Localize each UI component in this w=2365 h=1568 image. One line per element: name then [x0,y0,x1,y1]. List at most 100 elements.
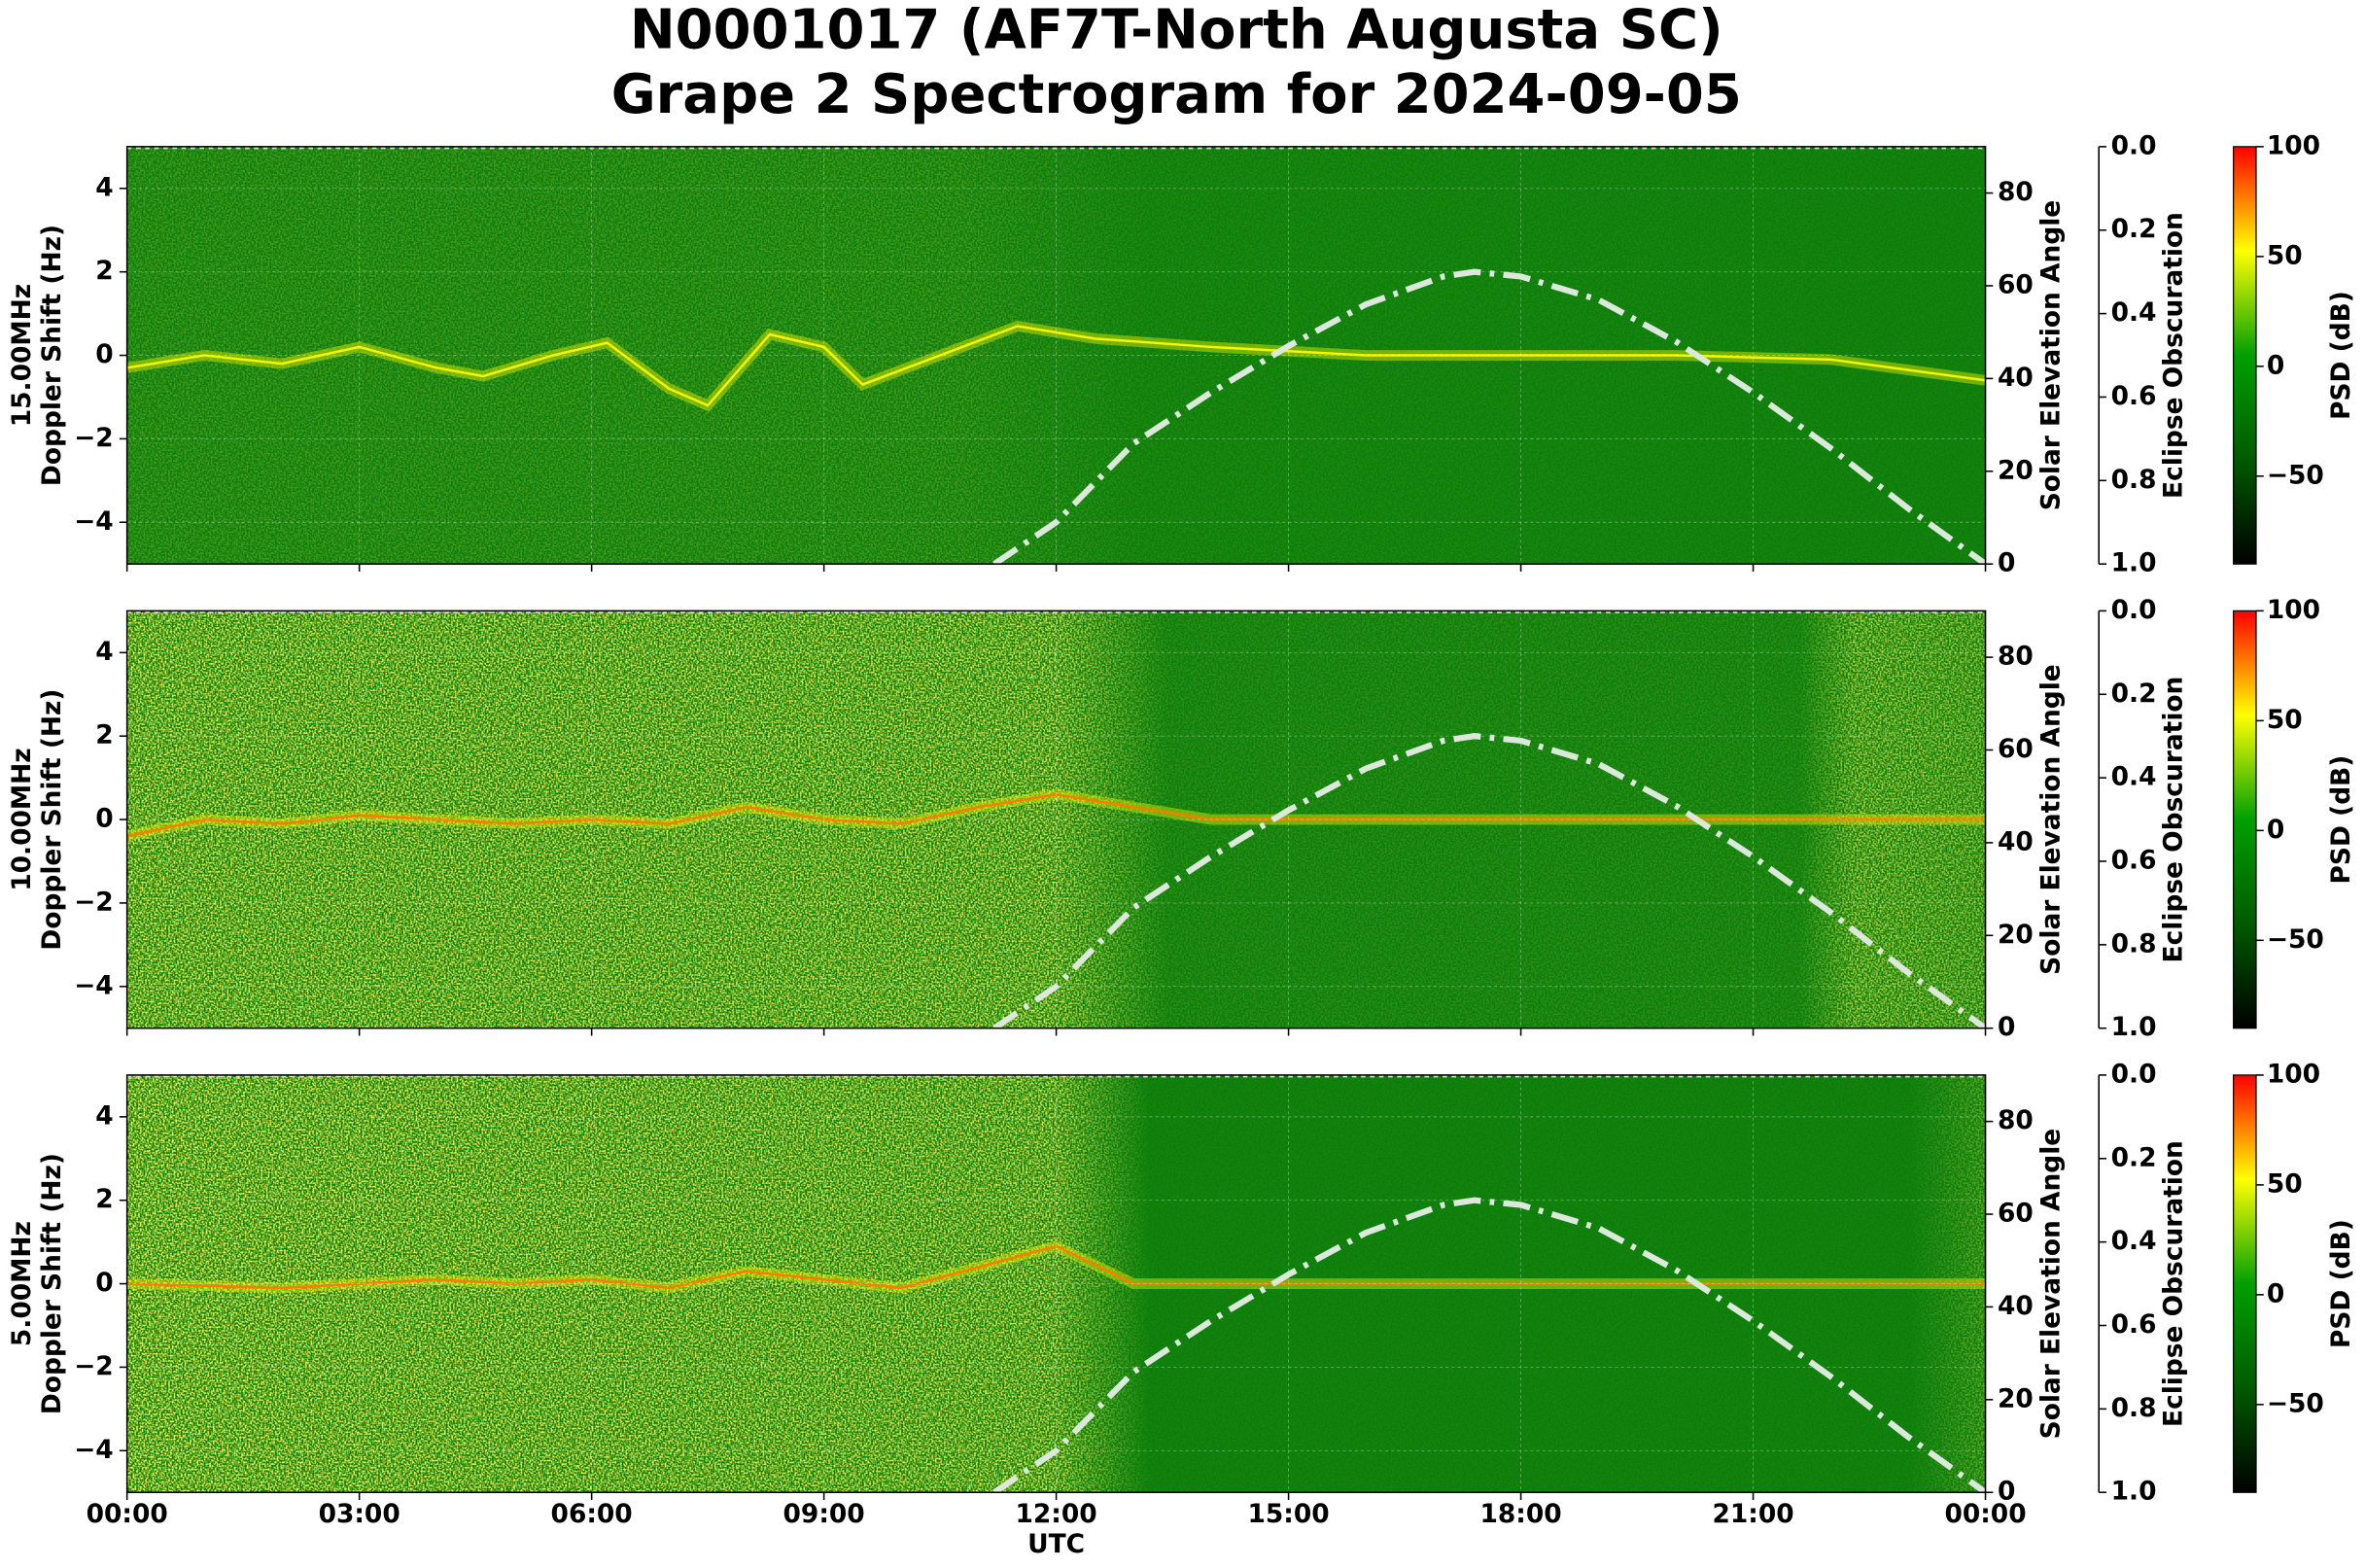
solar-elevation-line [992,268,1986,565]
y3-tick-label: 0.0 [2111,595,2157,625]
y-tick-label: −4 [74,506,114,537]
x-tick-label: 21:00 [1712,1499,1793,1529]
y2-tick-label: 40 [1998,1291,2034,1321]
y3-tick-label: 1.0 [2111,1477,2157,1507]
panel: 00:00 03:00 06:00 09:00 12:00 15:00 18:00 21:00… [7,1059,2356,1529]
y3-label: Eclipse Obscuration [2158,212,2188,499]
y2-tick-label: 80 [1998,177,2034,207]
y-tick-label: −2 [74,423,114,453]
y2-tick-label: 40 [1998,363,2034,393]
y-tick-label: 2 [95,720,113,750]
title-line: Grape 2 Spectrogram for 2024-09-05 [611,63,1742,126]
colorbar [2233,146,2257,565]
y-tick-label: 2 [95,1184,113,1214]
y2-tick-label: 40 [1998,826,2034,856]
y3-tick-label: 0.6 [2111,1309,2157,1340]
y2-label: Solar Elevation Angle [2035,664,2066,975]
colorbar-tick-label: −50 [2267,460,2324,490]
y2-tick-label: 0 [1998,1012,2015,1042]
plot-frame [125,1074,1987,1494]
colorbar-tick-label: 50 [2267,240,2303,270]
colorbar-label: PSD (dB) [2326,755,2356,885]
colorbar-tick-label: −50 [2267,924,2324,955]
spectrogram-trace [126,793,1986,838]
y-label: Doppler Shift (Hz) [37,688,67,950]
colorbar-tick-label: 50 [2267,1168,2303,1199]
y3-tick-label: 0.2 [2111,679,2157,709]
y-label: 10.00MHz [7,748,37,890]
y-tick-label: 4 [95,172,113,202]
spectrogram-trace [126,325,1986,407]
y-tick-label: −4 [74,1435,114,1465]
solar-elevation-line [992,733,1986,1028]
y2-tick-label: 60 [1998,1199,2034,1229]
colorbar-label: PSD (dB) [2326,291,2356,420]
x-tick-label: 00:00 [1944,1499,2026,1529]
y-tick-label: −2 [74,1351,114,1381]
solar-elevation-line [992,1197,1986,1493]
colorbar [2233,610,2257,1029]
y3-tick-label: 1.0 [2111,1012,2157,1042]
y3-tick-label: 0.4 [2111,762,2157,792]
colorbar-label: PSD (dB) [2326,1219,2356,1348]
x-tick-label: 00:00 [87,1499,168,1529]
y3-tick-label: 1.0 [2111,548,2157,578]
x-tick-label: 09:00 [783,1499,865,1529]
x-tick-label: 12:00 [1016,1499,1097,1529]
y3-tick-label: 0.4 [2111,1226,2157,1256]
y2-tick-label: 20 [1998,1383,2034,1413]
y3-label: Eclipse Obscuration [2158,1140,2188,1427]
y3-tick-label: 0.8 [2111,465,2157,495]
y-tick-label: 4 [95,1100,113,1131]
spectrogram-trace [126,1244,1986,1290]
y3-tick-label: 0.2 [2111,1142,2157,1172]
y-label: 5.00MHz [7,1221,37,1346]
y3-tick-label: 0.8 [2111,928,2157,958]
y-tick-label: 0 [95,804,113,834]
title-line: N0001017 (AF7T-North Augusta SC) [630,0,1723,61]
colorbar-tick-label: 0 [2267,815,2284,845]
y3-tick-label: 0.4 [2111,297,2157,328]
y3-tick-label: 0.0 [2111,1059,2157,1089]
y2-tick-label: 60 [1998,269,2034,299]
y-tick-label: 0 [95,339,113,369]
y3-label: Eclipse Obscuration [2158,677,2188,963]
y3-tick-label: 0.6 [2111,845,2157,875]
y-tick-label: −4 [74,970,114,1000]
x-tick-label: 06:00 [551,1499,633,1529]
y-tick-label: −2 [74,887,114,917]
y-tick-label: 4 [95,637,113,667]
colorbar-tick-label: 0 [2267,1278,2284,1308]
y-label: Doppler Shift (Hz) [37,1153,67,1414]
y2-tick-label: 0 [1998,548,2015,578]
y3-tick-label: 0.6 [2111,381,2157,411]
y2-tick-label: 0 [1998,1477,2015,1507]
colorbar-tick-label: 100 [2267,595,2320,625]
y3-tick-label: 0.0 [2111,130,2157,160]
colorbar-tick-label: 100 [2267,1059,2320,1089]
y3-tick-label: 0.8 [2111,1393,2157,1423]
y2-label: Solar Elevation Angle [2035,200,2066,511]
colorbar [2233,1074,2257,1493]
x-tick-label: 03:00 [319,1499,400,1529]
colorbar-tick-label: −50 [2267,1388,2324,1418]
colorbar-tick-label: 100 [2267,130,2320,160]
y2-tick-label: 20 [1998,455,2034,485]
y3-tick-label: 0.2 [2111,214,2157,244]
y2-label: Solar Elevation Angle [2035,1129,2066,1440]
x-label: UTC [1027,1529,1085,1559]
y2-tick-label: 60 [1998,734,2034,764]
colorbar-tick-label: 0 [2267,350,2284,380]
y-label: 15.00MHz [7,284,37,427]
y-label: Doppler Shift (Hz) [37,225,67,486]
y2-tick-label: 20 [1998,920,2034,950]
plot-frame [125,146,1987,565]
y2-tick-label: 80 [1998,1105,2034,1135]
y-tick-label: 0 [95,1268,113,1298]
plot-frame [125,610,1987,1029]
y2-tick-label: 80 [1998,642,2034,672]
